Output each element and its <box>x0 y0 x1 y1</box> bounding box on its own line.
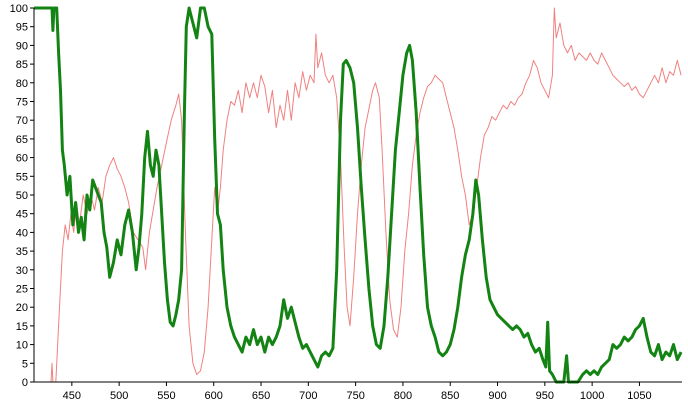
y-tick-label: 85 <box>16 59 28 71</box>
x-tick-label: 900 <box>488 390 506 402</box>
x-tick-label: 750 <box>346 390 364 402</box>
x-ticks: 450 500 550 600 650 700 750 800 850 900 950 1000 105… <box>63 382 652 402</box>
y-tick-label: 30 <box>16 265 28 277</box>
y-tick-label: 10 <box>16 340 28 352</box>
y-tick-label: 0 <box>22 377 28 389</box>
x-tick-label: 850 <box>441 390 459 402</box>
y-tick-label: 20 <box>16 302 28 314</box>
series-layer <box>34 6 683 384</box>
y-tick-label: 45 <box>16 209 28 221</box>
y-tick-label: 100 <box>10 3 28 15</box>
y-tick-label: 50 <box>16 190 28 202</box>
y-tick-label: 95 <box>16 22 28 34</box>
x-tick-label: 500 <box>110 390 128 402</box>
y-tick-label: 15 <box>16 321 28 333</box>
y-tick-label: 35 <box>16 246 28 258</box>
y-tick-label: 70 <box>16 115 28 127</box>
y-ticks: 0 5 10 15 20 25 30 35 40 45 50 55 60 65 70 75 80 85 90 95 10… <box>10 3 34 389</box>
x-tick-label: 450 <box>63 390 81 402</box>
series-line-2 <box>34 6 683 384</box>
axes-layer <box>33 8 682 383</box>
x-tick-label: 700 <box>299 390 317 402</box>
x-tick-label: 1000 <box>580 390 604 402</box>
y-tick-label: 5 <box>22 358 28 370</box>
x-tick-label: 550 <box>157 390 175 402</box>
x-tick-label: 950 <box>536 390 554 402</box>
y-tick-label: 25 <box>16 284 28 296</box>
y-tick-label: 65 <box>16 134 28 146</box>
x-tick-label: 800 <box>394 390 412 402</box>
y-tick-label: 60 <box>16 153 28 165</box>
x-tick-label: 650 <box>252 390 270 402</box>
x-tick-label: 1050 <box>627 390 651 402</box>
y-tick-label: 55 <box>16 171 28 183</box>
x-tick-label: 600 <box>205 390 223 402</box>
y-tick-label: 90 <box>16 40 28 52</box>
y-tick-label: 40 <box>16 227 28 239</box>
y-tick-label: 80 <box>16 78 28 90</box>
series-line-1 <box>34 7 682 383</box>
y-tick-label: 75 <box>16 97 28 109</box>
